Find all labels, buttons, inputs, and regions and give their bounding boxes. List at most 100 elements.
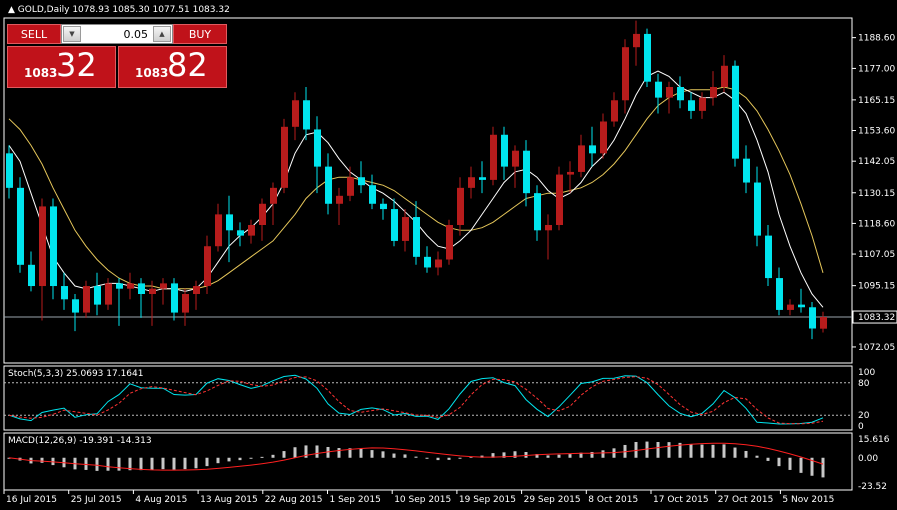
price-axis-label: 1095.15 [858,282,895,292]
time-axis-label: 16 Jul 2015 [6,495,57,505]
one-click-trading-panel: SELL ▼ ▲ BUY 1083 32 1083 82 [7,24,227,88]
lot-increase-icon[interactable]: ▲ [153,26,171,42]
candle-body [402,217,409,241]
sell-price-box[interactable]: 1083 32 [7,46,116,88]
collapse-arrow-icon[interactable]: ▲ [8,5,15,15]
candle-body [94,286,101,305]
macd-histogram-bar [117,457,121,471]
macd-histogram-bar [777,457,781,467]
candle-body [677,87,684,101]
macd-histogram-bar [755,455,759,458]
candle-body [61,286,68,300]
macd-histogram-bar [293,447,297,458]
candle-body [776,278,783,310]
macd-histogram-bar [458,457,462,459]
macd-histogram-bar [359,448,363,458]
main-pane-frame [3,17,853,364]
candle-body [468,177,475,188]
candle-body [765,235,772,279]
candle-body [523,150,530,194]
buy-price-big: 82 [167,46,208,84]
candle-body [105,283,112,305]
macd-histogram-bar [568,454,572,458]
macd-histogram-bar [524,452,528,458]
candle-body [160,283,167,289]
buy-price-box[interactable]: 1083 82 [118,46,227,88]
time-axis-label: 8 Oct 2015 [588,495,638,505]
macd-histogram-bar [227,457,231,462]
candle-body [457,187,464,225]
macd-histogram-bar [238,457,242,461]
macd-axis-label: -23.52 [858,482,887,492]
stoch-axis-label: 0 [858,422,864,432]
price-axis-label: 1177.00 [858,64,895,74]
time-axis-label: 22 Aug 2015 [265,495,323,505]
stoch-axis-label: 100 [858,368,875,378]
candle-body [50,206,57,287]
candle-body [204,246,211,287]
macd-histogram-bar [689,444,693,458]
candle-body [567,171,574,175]
macd-histogram-bar [436,457,440,461]
macd-histogram-bar [513,451,517,458]
macd-histogram-bar [810,457,814,476]
macd-histogram-bar [315,445,319,458]
price-axis-label: 1072.05 [858,343,895,353]
time-axis-label: 29 Sep 2015 [524,495,581,505]
buy-button[interactable]: BUY [173,24,227,44]
candle-body [237,230,244,236]
time-axis-label: 4 Aug 2015 [135,495,187,505]
candle-body [501,134,508,167]
macd-histogram-bar [216,457,220,464]
candle-body [149,288,156,294]
candle-body [292,100,299,127]
macd-histogram-bar [95,457,99,471]
stoch-axis-label: 80 [858,379,870,389]
time-axis-label: 13 Aug 2015 [200,495,258,505]
lot-decrease-icon[interactable]: ▼ [63,26,81,42]
macd-histogram-bar [645,441,649,458]
macd-histogram-bar [491,453,495,458]
macd-histogram-bar [304,445,308,458]
macd-histogram-bar [590,451,594,458]
time-axis-label: 10 Sep 2015 [394,495,451,505]
candle-body [710,87,717,98]
candle-body [446,225,453,260]
sell-button[interactable]: SELL [7,24,61,44]
candle-body [28,264,35,287]
macd-histogram-bar [249,457,253,459]
macd-histogram-bar [821,457,825,478]
candle-body [369,185,376,204]
candle-body [754,182,761,236]
macd-histogram-bar [502,452,506,458]
time-axis-label: 17 Oct 2015 [653,495,709,505]
macd-histogram-bar [381,451,385,458]
macd-histogram-bar [722,444,726,458]
candle-body [380,203,387,210]
macd-histogram-bar [733,447,737,458]
candle-body [116,283,123,289]
time-axis-label: 5 Nov 2015 [782,495,834,505]
macd-histogram-bar [40,457,44,463]
macd-pane-frame [3,432,853,491]
candle-body [215,214,222,247]
macd-histogram-bar [667,442,671,458]
macd-histogram-bar [161,457,165,470]
macd-histogram-bar [205,457,209,467]
candle-body [6,153,13,188]
current-price-tag [852,310,897,324]
price-axis-label: 1107.05 [858,250,895,260]
macd-histogram-bar [172,457,176,470]
lot-size-input[interactable] [84,27,148,41]
candle-body [424,256,431,268]
macd-histogram-bar [84,457,88,470]
candle-body [336,195,343,204]
candle-body [820,317,827,329]
macd-histogram-bar [447,457,451,460]
price-axis-label: 1118.60 [858,219,895,229]
candle-body [556,174,563,225]
candle-body [809,307,816,329]
macd-histogram-bar [194,457,198,469]
